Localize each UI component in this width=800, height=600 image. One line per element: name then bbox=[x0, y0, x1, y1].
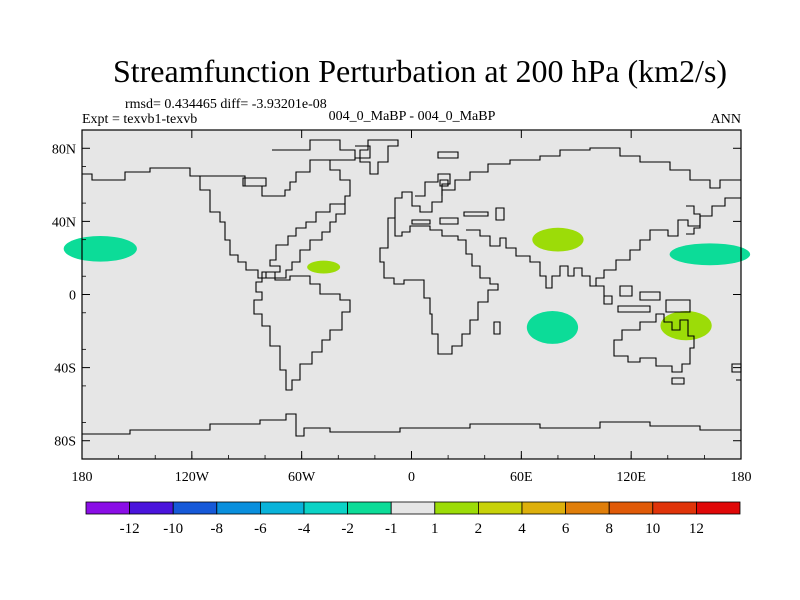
map-background bbox=[82, 130, 741, 459]
coastline-eurasia bbox=[394, 147, 741, 289]
coastlines bbox=[82, 139, 742, 437]
case-label: 004_0_MaBP - 004_0_MaBP bbox=[329, 109, 496, 124]
colorbar-swatch bbox=[652, 501, 697, 515]
coastline-arctic-islands bbox=[242, 139, 371, 187]
coastline-caspian bbox=[463, 207, 505, 221]
coastline-japan-korea bbox=[686, 205, 701, 235]
colorbar-label: -12 bbox=[120, 521, 140, 537]
coastline-greenland bbox=[359, 139, 399, 175]
colorbar-swatch bbox=[696, 501, 741, 515]
coastline-australia bbox=[613, 313, 695, 385]
colorbar: -12 -10 -8 -6 -4 -2 -1 1 2 4 6 8 10 12 bbox=[85, 501, 741, 537]
y-tick-label: 40N bbox=[52, 215, 76, 230]
chart-title: Streamfunction Perturbation at 200 hPa (… bbox=[113, 53, 727, 89]
coastline-south-america bbox=[253, 271, 351, 391]
y-tick-label: 80S bbox=[54, 435, 76, 450]
coastline-antarctica bbox=[82, 413, 741, 437]
colorbar-label: -10 bbox=[163, 521, 183, 537]
colorbar-label: -1 bbox=[385, 521, 398, 537]
colorbar-swatch bbox=[129, 501, 174, 515]
colorbar-swatch bbox=[85, 501, 130, 515]
colorbar-label: -2 bbox=[341, 521, 354, 537]
colorbar-swatch bbox=[347, 501, 392, 515]
x-tick-label: 0 bbox=[408, 470, 415, 485]
anomaly-north-pacific-west bbox=[669, 243, 751, 266]
coastline-hudson-arctic bbox=[200, 159, 351, 204]
colorbar-label: 2 bbox=[475, 521, 483, 537]
y-tick-label: 40S bbox=[54, 362, 76, 377]
x-tick-label: 120E bbox=[616, 470, 646, 485]
colorbar-label: 8 bbox=[605, 521, 613, 537]
coastline-mediterranean bbox=[411, 217, 459, 225]
y-tick-label: 0 bbox=[69, 289, 76, 304]
anomaly-indian-ocean bbox=[526, 310, 579, 344]
x-tick-label: 120W bbox=[175, 470, 210, 485]
map-panel bbox=[63, 129, 751, 460]
colorbar-swatch bbox=[434, 501, 479, 515]
coastline-indian-ocean-islands bbox=[493, 321, 501, 335]
stats-line: rmsd= 0.434465 diff= -3.93201e-08 bbox=[125, 97, 327, 112]
colorbar-label: 1 bbox=[431, 521, 439, 537]
colorbar-swatch bbox=[521, 501, 566, 515]
colorbar-label: -4 bbox=[298, 521, 311, 537]
colorbar-swatch bbox=[390, 501, 436, 515]
y-tick-label: 80N bbox=[52, 142, 76, 157]
colorbar-label: 12 bbox=[689, 521, 704, 537]
x-tick-label: 180 bbox=[72, 470, 93, 485]
colorbar-label: 6 bbox=[562, 521, 570, 537]
season-label: ANN bbox=[711, 112, 741, 127]
anomaly-australia bbox=[660, 310, 712, 341]
coastline-africa bbox=[379, 217, 499, 355]
coastline-scandinavia bbox=[415, 173, 451, 197]
colorbar-swatch bbox=[608, 501, 654, 515]
colorbar-label: -8 bbox=[211, 521, 224, 537]
colorbar-swatch bbox=[477, 501, 523, 515]
anomaly-north-pacific-east bbox=[63, 236, 137, 262]
x-tick-label: 60E bbox=[510, 470, 533, 485]
x-tick-label: 180 bbox=[731, 470, 752, 485]
colorbar-swatch bbox=[259, 501, 305, 515]
x-tick-label: 60W bbox=[288, 470, 316, 485]
colorbar-swatch bbox=[565, 501, 610, 515]
colorbar-swatch bbox=[303, 501, 348, 515]
colorbar-label: 4 bbox=[518, 521, 526, 537]
coastline-arctic-asia bbox=[437, 151, 459, 187]
experiment-label: Expt = texvb1-texvb bbox=[82, 112, 197, 127]
coastline-indonesia bbox=[596, 285, 691, 313]
coastline-north-america bbox=[82, 167, 346, 279]
colorbar-label: -6 bbox=[254, 521, 267, 537]
colorbar-swatch bbox=[216, 501, 261, 515]
map-axes: 180 120W 60W 0 60E 120E 180 80N 40N 0 40S 80S bbox=[52, 129, 752, 485]
anomaly-central-asia bbox=[532, 227, 584, 252]
anomaly-caribbean bbox=[307, 260, 341, 274]
colorbar-label: 10 bbox=[645, 521, 660, 537]
colorbar-swatch bbox=[172, 501, 218, 515]
